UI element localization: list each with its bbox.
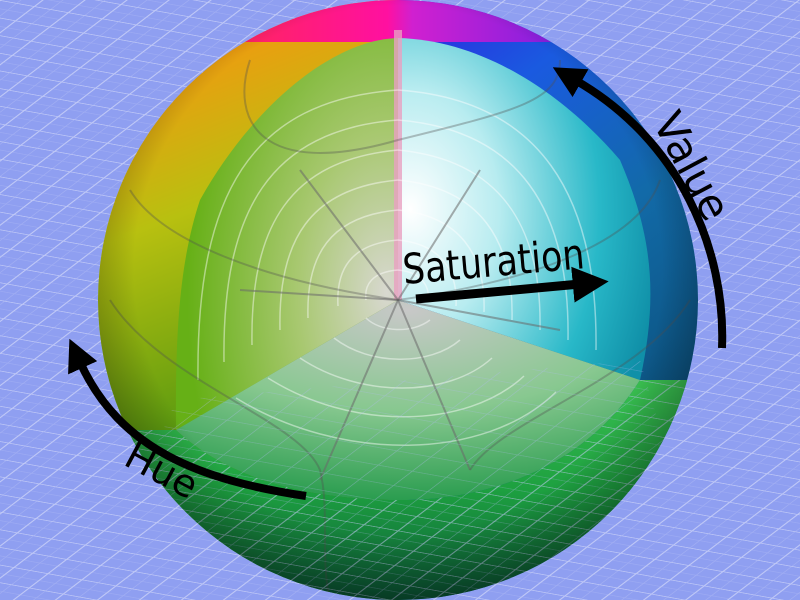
- saturation-arrow: [415, 266, 609, 304]
- hue-arrow: [68, 338, 307, 500]
- value-arrow: [552, 67, 727, 349]
- sphere-edge-shade: [98, 0, 698, 600]
